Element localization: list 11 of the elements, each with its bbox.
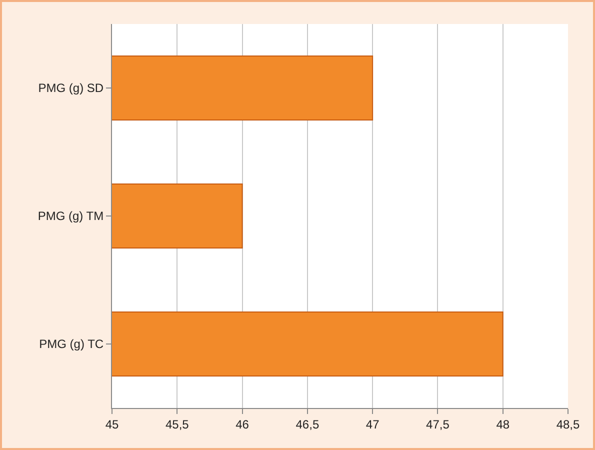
- x-tick-label: 46,5: [296, 417, 320, 432]
- y-tick-label: PMG (g) TC: [39, 337, 104, 352]
- x-tick-label: 47: [366, 417, 380, 432]
- x-tick-label: 48: [496, 417, 510, 432]
- y-tick-label: PMG (g) SD: [38, 81, 104, 96]
- x-tick-label: 45: [105, 417, 119, 432]
- x-tick-label: 48,5: [556, 417, 580, 432]
- x-tick-label: 45,5: [165, 417, 190, 432]
- x-tick-label: 46: [236, 417, 250, 432]
- y-tick-label: PMG (g) TM: [38, 209, 104, 224]
- x-tick-label: 47,5: [426, 417, 450, 432]
